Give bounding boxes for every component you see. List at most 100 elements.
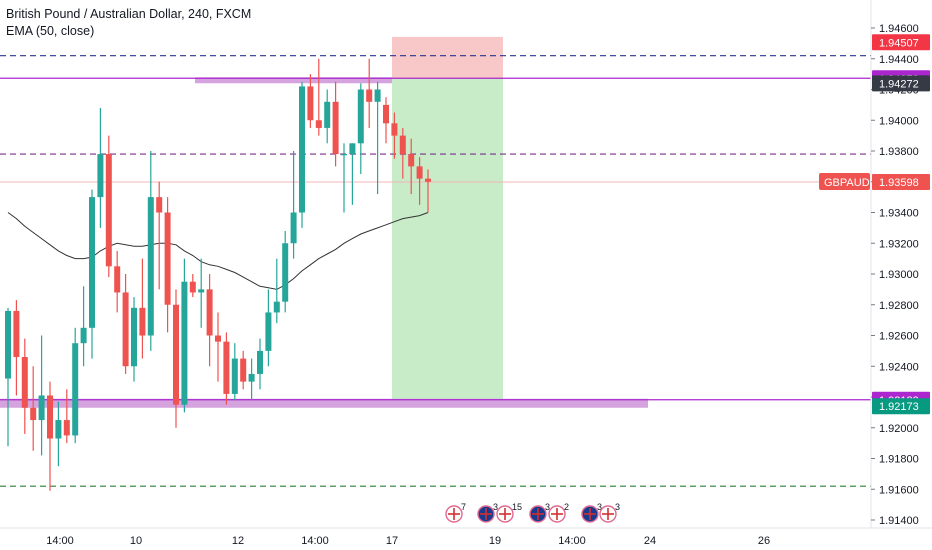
candle[interactable] (248, 358, 255, 401)
symbol-tag-bg (819, 173, 870, 191)
price-axis-bg (871, 0, 932, 550)
candle[interactable] (173, 289, 179, 428)
candle[interactable] (21, 338, 28, 434)
candle[interactable] (332, 81, 339, 167)
take-profit-zone[interactable] (392, 78, 503, 400)
stop-loss-zone[interactable] (392, 36, 503, 79)
candle[interactable] (30, 366, 37, 451)
event-count: 7 (461, 502, 466, 512)
candle[interactable] (114, 250, 121, 313)
candle[interactable] (349, 143, 356, 205)
candle-body (63, 420, 70, 436)
symbol-tag[interactable]: GBPAUD (819, 173, 870, 191)
candle[interactable] (105, 135, 112, 278)
candle[interactable] (315, 58, 322, 136)
candle[interactable] (366, 58, 373, 128)
candle-body (215, 335, 221, 342)
economic-event-gbp-icon[interactable]: 3 (599, 502, 620, 523)
time-tick-label: 24 (644, 535, 656, 547)
candle[interactable] (47, 381, 53, 491)
economic-event-gbp-icon[interactable]: 2 (548, 502, 569, 523)
demand-zone[interactable] (0, 398, 648, 408)
candle[interactable] (198, 258, 205, 328)
economic-event-aud-icon[interactable]: 3 (529, 502, 550, 523)
economic-event-aud-icon[interactable]: 3 (581, 502, 602, 523)
candle-body (265, 312, 272, 351)
candle[interactable] (273, 258, 280, 324)
candle[interactable] (139, 258, 146, 359)
supply-zone[interactable] (195, 77, 392, 84)
symbol-title[interactable]: British Pound / Australian Dollar, 240, … (6, 7, 252, 21)
economic-event-aud-icon[interactable]: 3 (477, 502, 498, 523)
candle[interactable] (425, 169, 431, 213)
price-tick-label: 1.92600 (879, 331, 919, 343)
candle-body (147, 197, 154, 336)
candle[interactable] (282, 230, 289, 313)
candle-body (105, 154, 112, 267)
economic-event-gbp-icon[interactable]: 7 (445, 502, 466, 523)
price-badge[interactable]: 1.94507 (872, 34, 930, 51)
candle[interactable] (147, 151, 154, 351)
event-count: 15 (512, 502, 522, 512)
candle[interactable] (290, 151, 297, 259)
candle-body (198, 289, 205, 293)
candle[interactable] (215, 312, 221, 382)
candle[interactable] (72, 327, 79, 444)
candle[interactable] (257, 338, 263, 390)
candle[interactable] (231, 343, 238, 401)
price-badge-label: 1.94272 (879, 78, 919, 90)
candle-body (399, 135, 406, 155)
candle[interactable] (181, 258, 188, 413)
candle-body (30, 407, 37, 421)
candle[interactable] (80, 286, 87, 367)
candle[interactable] (383, 97, 389, 144)
price-badge-label: 1.94507 (879, 37, 919, 49)
candle-body (114, 266, 121, 293)
candle[interactable] (122, 274, 129, 374)
economic-event-gbp-icon[interactable]: 15 (496, 502, 522, 523)
candle-body (391, 123, 398, 136)
candle[interactable] (131, 297, 137, 382)
candle-body (181, 281, 188, 405)
candle[interactable] (13, 300, 20, 396)
candle[interactable] (97, 107, 104, 228)
time-axis[interactable]: 14:00 10 12 14:00 17 19 14:00 24 26 (0, 527, 932, 547)
candle-body (408, 154, 415, 167)
candle[interactable] (164, 197, 171, 333)
candle[interactable] (223, 332, 230, 405)
candle[interactable] (156, 181, 163, 290)
candle[interactable] (408, 138, 415, 195)
candle[interactable] (399, 127, 406, 179)
candle[interactable] (38, 335, 45, 456)
candle[interactable] (416, 157, 423, 205)
candle[interactable] (357, 83, 364, 175)
candle[interactable] (63, 389, 70, 444)
candle[interactable] (89, 189, 95, 359)
candle[interactable] (240, 350, 247, 390)
candle[interactable] (265, 289, 272, 367)
chart-legend: British Pound / Australian Dollar, 240, … (6, 6, 251, 40)
candle[interactable] (5, 307, 11, 447)
candle[interactable] (391, 112, 398, 159)
candle[interactable] (374, 81, 381, 195)
candle-body (72, 343, 79, 436)
indicator-label[interactable]: EMA (50, close) (6, 24, 95, 38)
candle[interactable] (206, 274, 213, 367)
candle[interactable] (324, 89, 331, 144)
candle-body (307, 86, 314, 121)
candle[interactable] (55, 401, 62, 467)
price-badge[interactable]: 1.94272 (872, 75, 930, 92)
candle[interactable] (299, 81, 305, 228)
price-badge[interactable]: 1.92173 (872, 398, 930, 415)
candle[interactable] (341, 143, 347, 213)
candle[interactable] (307, 74, 314, 128)
zones-layer (0, 36, 648, 408)
candle-body (416, 166, 423, 179)
candle-body (131, 307, 137, 367)
candle[interactable] (189, 274, 196, 298)
price-badge[interactable]: 1.93598 (872, 174, 930, 191)
price-axis[interactable]: 1.946001.944001.942001.940001.938001.936… (819, 0, 932, 550)
price-tick-label: 1.94600 (879, 23, 919, 35)
